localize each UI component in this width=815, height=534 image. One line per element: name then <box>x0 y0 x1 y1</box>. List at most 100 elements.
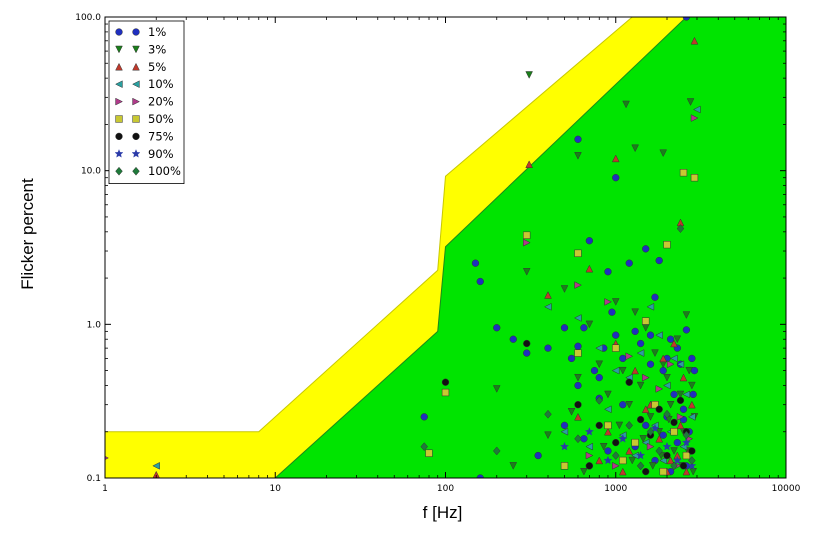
data-point <box>152 470 160 478</box>
data-point <box>612 462 620 470</box>
legend-marker <box>131 149 141 158</box>
data-point <box>152 462 160 470</box>
data-point <box>642 421 650 430</box>
x-tick-label: 10 <box>270 484 282 494</box>
data-point <box>670 447 678 455</box>
x-tick-label: 1000 <box>604 484 627 494</box>
data-point <box>523 339 531 348</box>
data-point <box>655 446 663 456</box>
data-point <box>612 331 620 339</box>
data-point <box>666 335 675 343</box>
data-point <box>679 373 688 382</box>
data-point <box>585 264 594 273</box>
data-point <box>688 354 696 363</box>
data-point <box>688 456 696 465</box>
data-point <box>690 174 699 182</box>
data-point <box>619 354 627 363</box>
y-tick-label: 10.0 <box>81 167 101 177</box>
data-point <box>642 467 650 476</box>
data-point <box>659 149 668 158</box>
data-point <box>493 324 501 332</box>
data-point <box>631 144 639 153</box>
data-point <box>560 421 569 430</box>
x-tick-label: 10000 <box>772 484 801 494</box>
data-point <box>560 462 569 470</box>
data-point <box>673 438 681 447</box>
data-point <box>619 401 627 409</box>
data-point <box>560 285 569 293</box>
data-point <box>676 224 685 233</box>
data-point <box>670 461 678 471</box>
data-point <box>639 435 648 443</box>
data-point <box>662 442 672 451</box>
data-point <box>642 245 650 253</box>
x-tick-label: 1 <box>102 484 108 494</box>
data-point <box>666 401 675 409</box>
data-point <box>659 431 667 439</box>
data-point <box>611 298 620 306</box>
data-point <box>690 114 699 122</box>
data-point <box>682 430 691 440</box>
data-point <box>682 326 691 334</box>
data-point <box>688 381 696 390</box>
data-point <box>595 456 604 465</box>
data-point <box>522 268 531 276</box>
data-point <box>590 366 599 375</box>
data-point <box>544 344 552 352</box>
data-point <box>659 456 667 465</box>
data-point <box>612 438 620 447</box>
data-point <box>655 405 663 413</box>
data-point <box>646 360 655 368</box>
data-point <box>471 259 480 267</box>
data-point <box>670 390 678 399</box>
data-point <box>651 401 659 409</box>
data-point <box>625 378 633 386</box>
data-point <box>659 366 667 375</box>
data-point <box>676 396 685 405</box>
data-point <box>574 412 582 421</box>
data-point <box>595 395 603 405</box>
data-point <box>693 105 701 114</box>
data-points-layer <box>105 17 701 478</box>
data-point <box>574 281 582 289</box>
data-point <box>574 373 582 382</box>
data-point <box>574 135 582 143</box>
y-tick-label: 0.1 <box>87 474 101 484</box>
data-point <box>625 401 634 409</box>
region-layer <box>105 17 786 478</box>
data-point <box>105 455 109 460</box>
data-point <box>628 456 637 465</box>
data-point <box>604 298 612 306</box>
legend-marker <box>115 166 123 176</box>
data-point <box>574 349 582 357</box>
data-point <box>686 98 695 106</box>
legend-label: 100% <box>148 164 181 178</box>
y-tick-label: 100.0 <box>75 13 101 23</box>
data-point <box>646 427 655 437</box>
data-point <box>441 378 450 386</box>
data-point <box>689 390 697 399</box>
series-1 <box>492 71 699 476</box>
data-point <box>676 421 685 430</box>
data-point <box>663 409 671 419</box>
data-point <box>673 335 682 344</box>
data-point <box>672 455 682 465</box>
data-point <box>650 423 660 433</box>
data-point <box>604 421 612 430</box>
legend-label: 90% <box>148 147 174 161</box>
data-point <box>493 446 501 456</box>
data-point <box>687 461 697 470</box>
data-point <box>663 451 671 460</box>
data-point <box>618 366 627 375</box>
data-point <box>646 331 655 339</box>
data-point <box>659 354 668 363</box>
legend-marker <box>132 45 140 54</box>
legend-label: 3% <box>148 42 166 56</box>
data-point <box>441 388 450 397</box>
data-point <box>604 405 612 414</box>
legend-marker <box>115 80 123 89</box>
data-point <box>625 420 633 430</box>
data-point <box>670 428 678 436</box>
data-point <box>625 446 634 455</box>
